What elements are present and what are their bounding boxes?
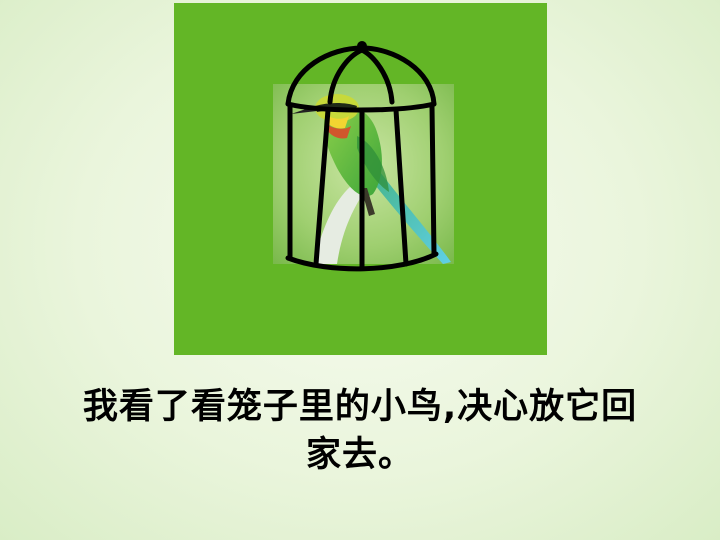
caption-line-2: 家去。	[305, 435, 414, 475]
caption-line-1: 我看了看笼子里的小鸟,决心放它回	[82, 387, 638, 427]
birdcage-drawing	[285, 41, 439, 272]
caption-text: 我看了看笼子里的小鸟,决心放它回 家去。	[0, 383, 720, 479]
